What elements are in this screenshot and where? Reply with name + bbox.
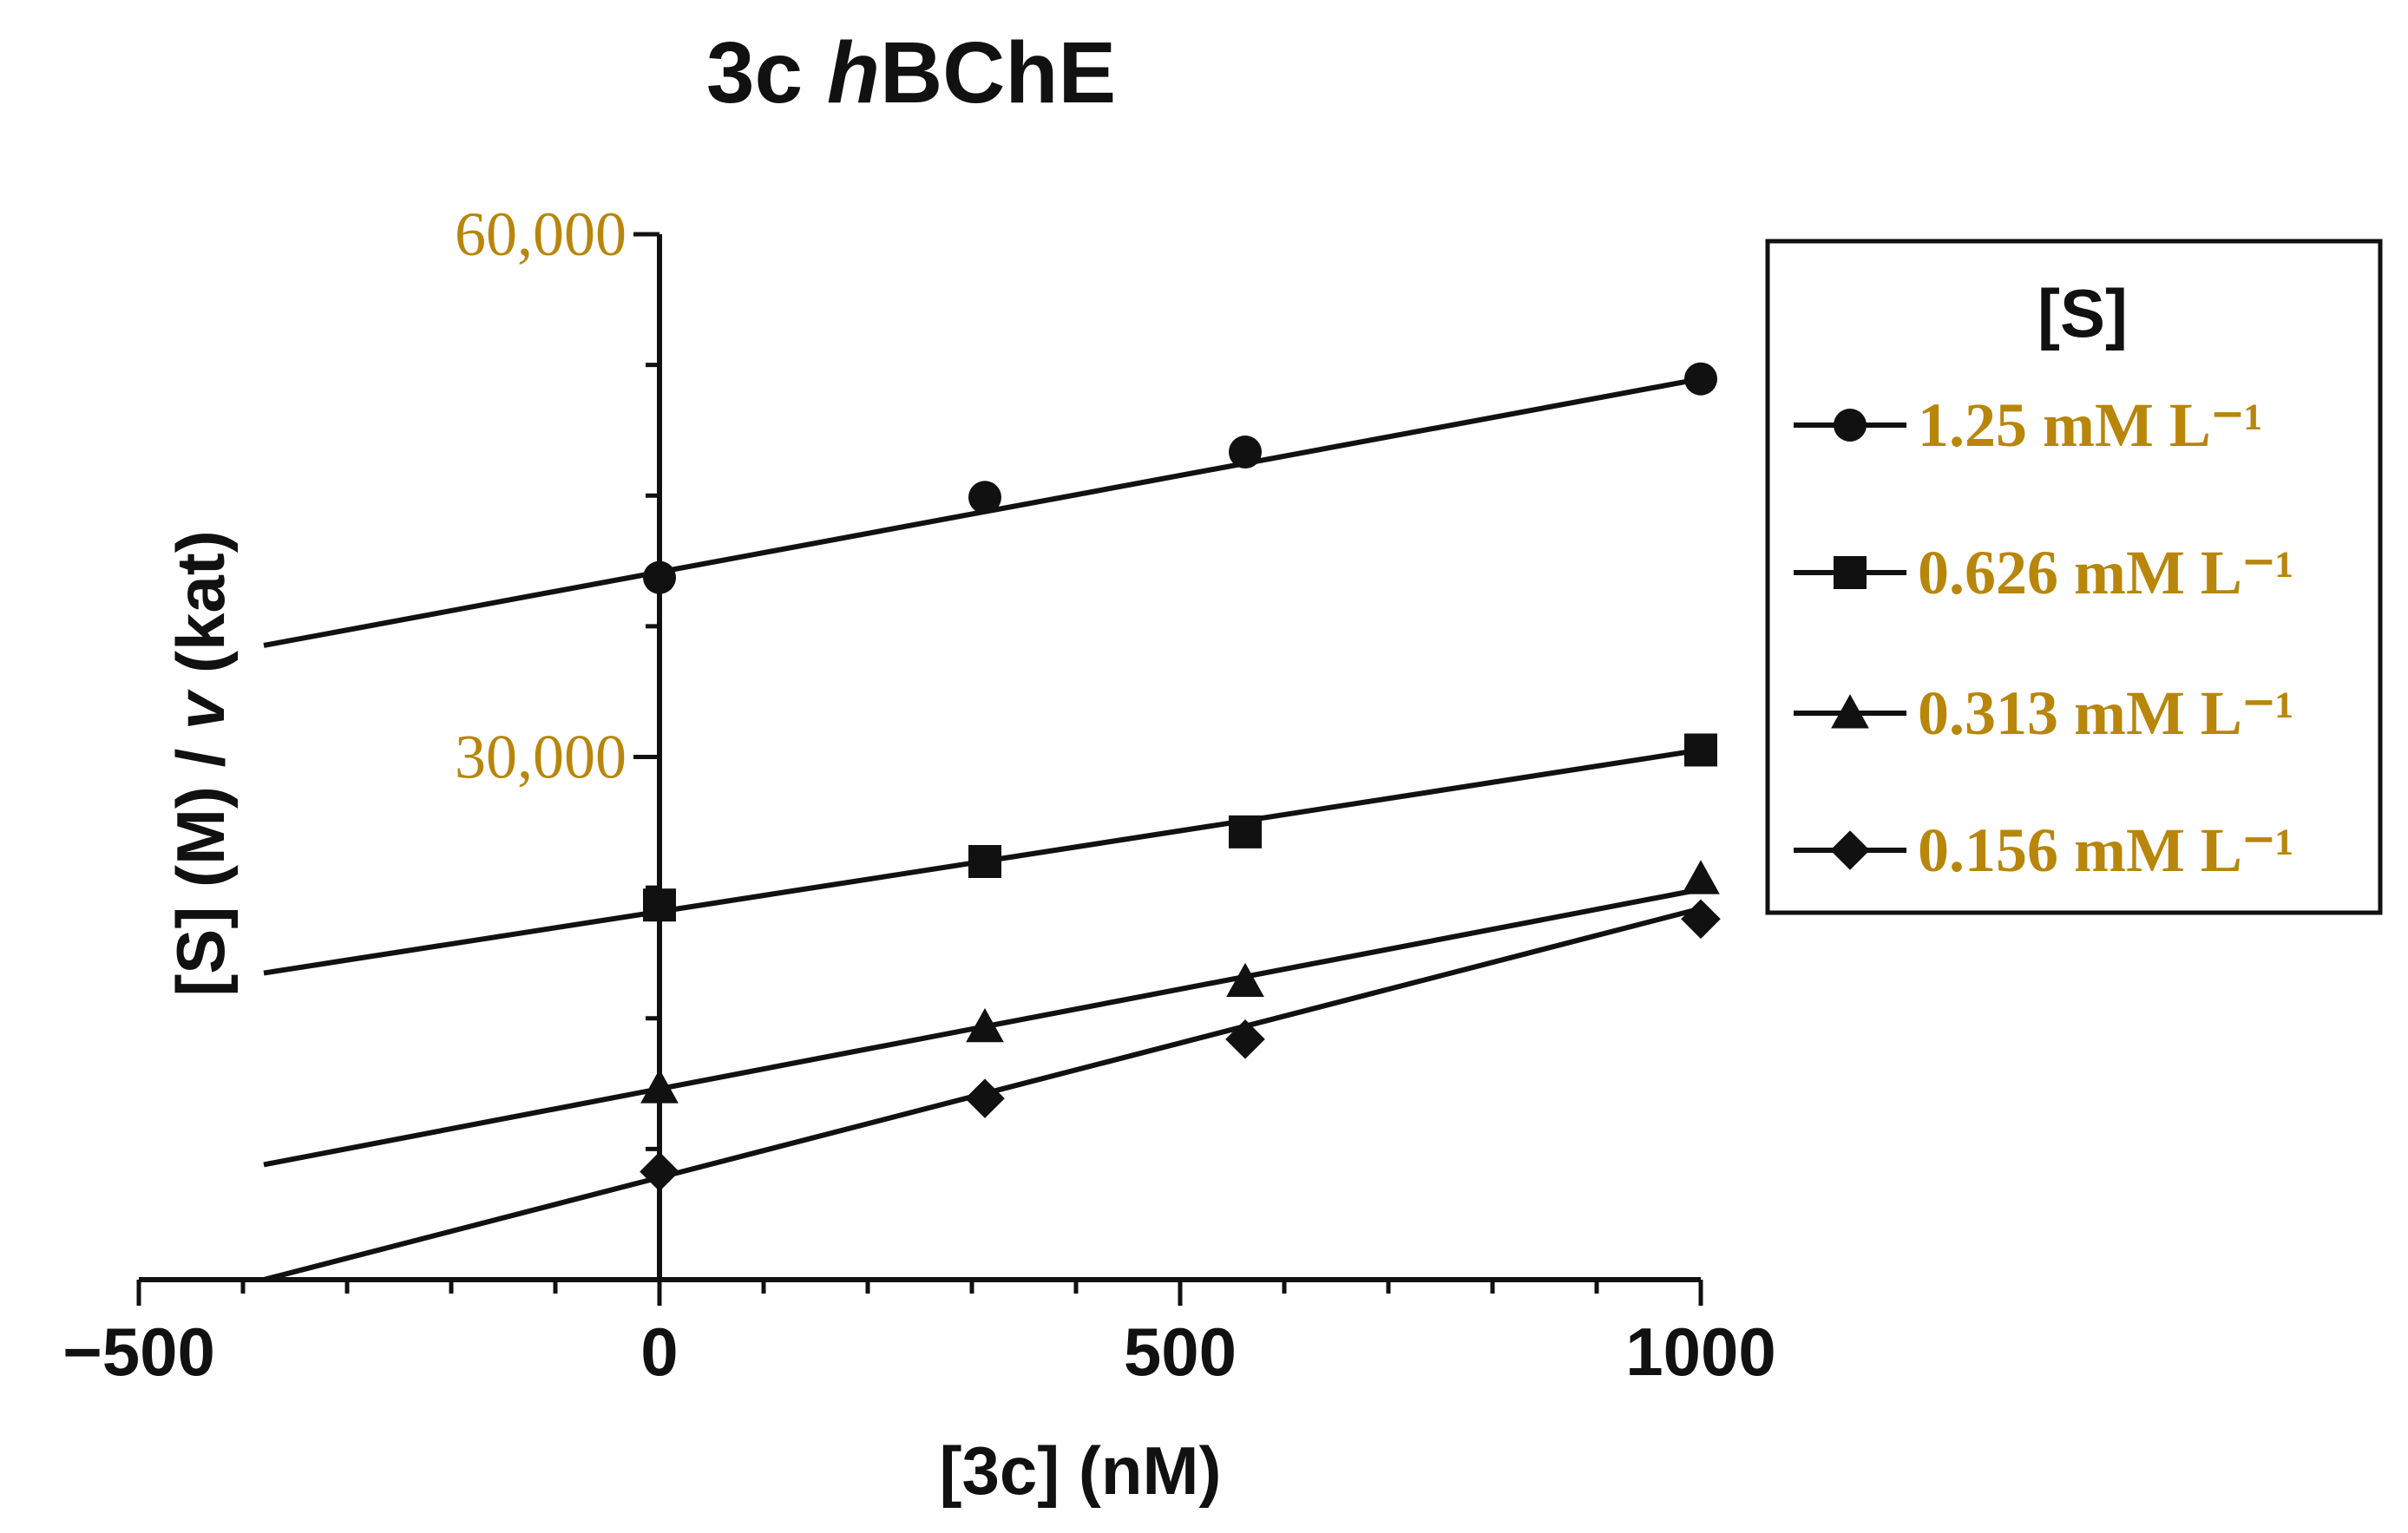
data-point-diamond: [1225, 1019, 1265, 1059]
data-point-circle: [1684, 362, 1717, 396]
data-point-diamond: [1681, 899, 1721, 940]
legend-label: 0.156 mM L⁻¹: [1918, 816, 2294, 885]
y-tick-label: 60,000: [455, 200, 627, 269]
data-point-triangle: [1226, 962, 1264, 998]
legend-label: 0.313 mM L⁻¹: [1918, 678, 2294, 748]
data-point-triangle: [966, 1007, 1004, 1043]
x-axis-label: [3c] (nM): [940, 1432, 1222, 1509]
x-tick-label: 0: [640, 1314, 678, 1390]
x-tick-label: 500: [1124, 1314, 1237, 1390]
legend-marker-triangle: [1831, 694, 1869, 729]
legend-items: 1.25 mM L⁻¹ 0.626 mM L⁻¹ 0.313 mM L⁻¹ 0.156…: [1794, 390, 2294, 885]
y-axis-label-post: (kat): [162, 530, 239, 691]
y-axis-label: [S] (M) / v (kat): [162, 530, 239, 996]
fit-lines: [263, 376, 1702, 1282]
data-point-square: [1684, 733, 1717, 767]
legend-marker-circle: [1834, 409, 1867, 442]
data-point-diamond: [640, 1151, 679, 1192]
x-tick-label: 1000: [1625, 1314, 1776, 1390]
legend-marker-diamond: [1830, 830, 1870, 870]
data-point-triangle: [640, 1069, 679, 1104]
tick-labels: −500 0 500 1000 30,000 60,000: [62, 200, 1776, 1390]
data-point-square: [1229, 815, 1262, 848]
y-axis-label-pre: [S] (M) /: [162, 730, 239, 997]
data-point-square: [643, 888, 676, 922]
legend-box: [1765, 239, 2383, 915]
legend-label: 0.626 mM L⁻¹: [1918, 538, 2294, 607]
data-point-circle: [643, 560, 676, 594]
data-point-circle: [1229, 436, 1262, 469]
data-point-triangle: [1682, 860, 1720, 894]
legend: [S] 1.25 mM L⁻¹ 0.626 mM L⁻¹ 0.313 mM L⁻¹ 0…: [1765, 239, 2383, 915]
y-tick-label: 30,000: [455, 723, 627, 792]
data-point-diamond: [965, 1078, 1005, 1118]
data-point-circle: [968, 481, 1001, 514]
data-markers: [640, 362, 1721, 1192]
legend-label: 1.25 mM L⁻¹: [1918, 390, 2263, 460]
legend-marker-square: [1834, 556, 1867, 589]
data-point-square: [968, 845, 1001, 878]
y-axis-label-italic: v: [162, 689, 239, 730]
chart-title: 3c hBChE: [706, 24, 1116, 121]
axes: [136, 232, 1703, 1306]
chart-title-italic: h: [827, 24, 880, 121]
legend-title: [S]: [2037, 275, 2128, 351]
chart-title-suffix: BChE: [880, 24, 1116, 121]
chart-title-prefix: 3c: [706, 24, 827, 121]
x-tick-label: −500: [62, 1314, 215, 1390]
